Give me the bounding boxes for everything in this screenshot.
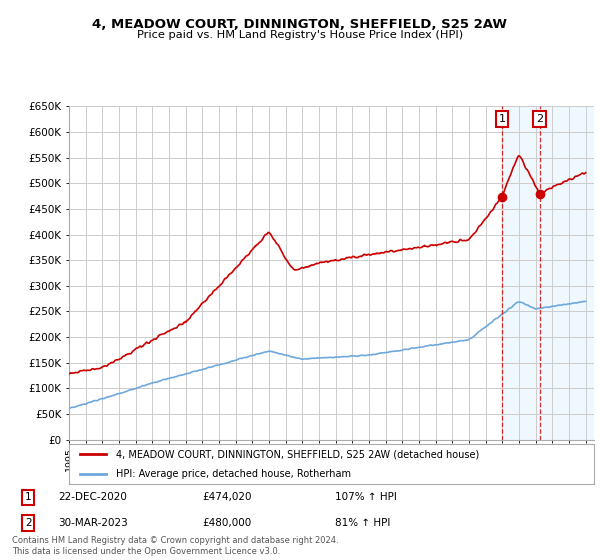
Text: 30-MAR-2023: 30-MAR-2023 [58,518,128,528]
Text: 107% ↑ HPI: 107% ↑ HPI [335,492,397,502]
Text: Price paid vs. HM Land Registry's House Price Index (HPI): Price paid vs. HM Land Registry's House … [137,30,463,40]
Text: 81% ↑ HPI: 81% ↑ HPI [335,518,390,528]
Text: 22-DEC-2020: 22-DEC-2020 [58,492,127,502]
Text: £474,020: £474,020 [202,492,251,502]
Text: HPI: Average price, detached house, Rotherham: HPI: Average price, detached house, Roth… [116,469,351,479]
Text: 2: 2 [25,518,31,528]
Text: 2: 2 [536,114,543,124]
Text: 1: 1 [499,114,505,124]
Text: 4, MEADOW COURT, DINNINGTON, SHEFFIELD, S25 2AW: 4, MEADOW COURT, DINNINGTON, SHEFFIELD, … [92,18,508,31]
Text: 1: 1 [25,492,31,502]
Text: 4, MEADOW COURT, DINNINGTON, SHEFFIELD, S25 2AW (detached house): 4, MEADOW COURT, DINNINGTON, SHEFFIELD, … [116,449,479,459]
Text: £480,000: £480,000 [202,518,251,528]
Text: Contains HM Land Registry data © Crown copyright and database right 2024.
This d: Contains HM Land Registry data © Crown c… [12,536,338,556]
Bar [502,106,600,440]
